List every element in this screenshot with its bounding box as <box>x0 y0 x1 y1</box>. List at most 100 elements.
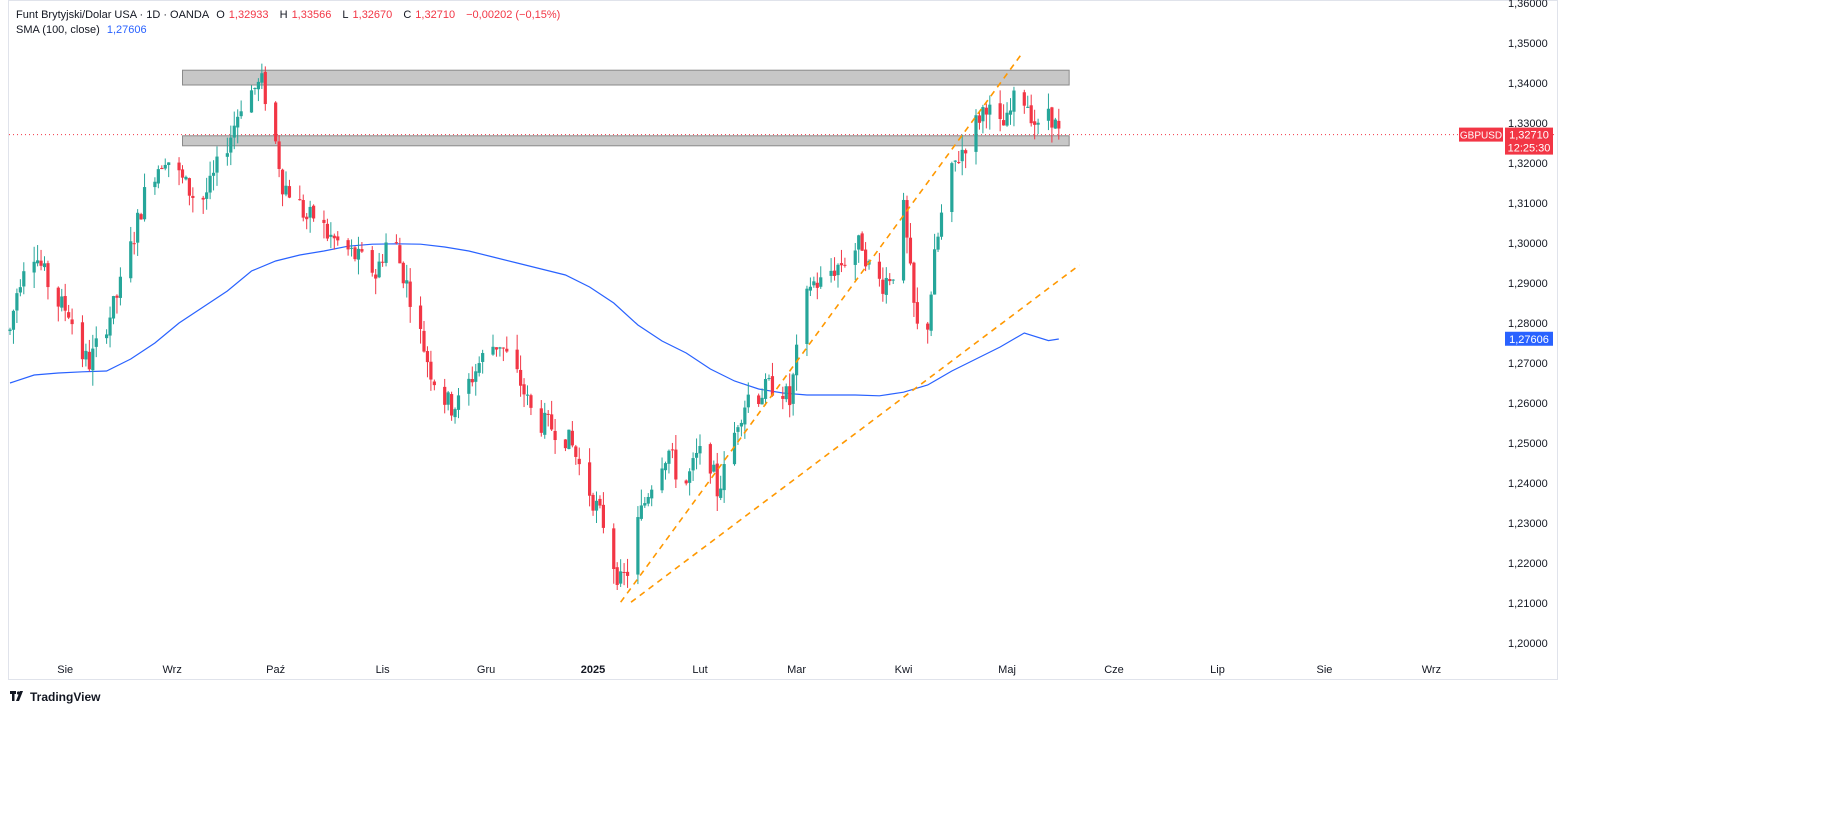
candle-body[interactable] <box>32 261 36 273</box>
candle-body[interactable] <box>857 235 861 250</box>
candle-body[interactable] <box>525 394 530 396</box>
candle-body[interactable] <box>336 236 340 241</box>
candle-body[interactable] <box>619 571 623 584</box>
candle-body[interactable] <box>187 178 191 196</box>
candle-body[interactable] <box>529 395 533 408</box>
candle-body[interactable] <box>698 446 702 454</box>
candle-body[interactable] <box>812 281 816 286</box>
candle-body[interactable] <box>622 571 626 573</box>
candle-body[interactable] <box>1057 120 1061 129</box>
legend-sma[interactable]: SMA (100, close) 1,27606 <box>16 24 151 36</box>
candle-body[interactable] <box>805 288 809 344</box>
candle-body[interactable] <box>974 115 978 152</box>
candle-body[interactable] <box>643 503 647 506</box>
candle-body[interactable] <box>256 81 260 90</box>
candle-body[interactable] <box>505 348 509 352</box>
candle-body[interactable] <box>494 347 499 350</box>
candle-body[interactable] <box>884 277 888 295</box>
candle-body[interactable] <box>67 312 71 318</box>
candle-body[interactable] <box>519 369 523 386</box>
candle-body[interactable] <box>819 277 823 287</box>
candle-body[interactable] <box>470 379 474 383</box>
candle-body[interactable] <box>425 351 430 363</box>
candle-body[interactable] <box>836 264 840 276</box>
candle-body[interactable] <box>522 384 526 395</box>
candle-body[interactable] <box>205 192 209 199</box>
candle-body[interactable] <box>1029 105 1033 124</box>
candle-body[interactable] <box>408 281 412 307</box>
candle-body[interactable] <box>650 489 654 499</box>
candle-body[interactable] <box>546 413 550 415</box>
candle-body[interactable] <box>312 205 316 219</box>
candle-body[interactable] <box>926 323 930 330</box>
resistance-zone[interactable] <box>182 69 1070 86</box>
candle-body[interactable] <box>543 412 547 435</box>
candle-body[interactable] <box>108 317 112 336</box>
candle-body[interactable] <box>760 397 764 405</box>
candle-body[interactable] <box>308 206 312 218</box>
candle-body[interactable] <box>784 386 788 400</box>
candle-body[interactable] <box>1036 122 1040 125</box>
candle-body[interactable] <box>1033 121 1037 125</box>
candle-body[interactable] <box>715 463 719 497</box>
candle-body[interactable] <box>670 449 674 451</box>
candle-body[interactable] <box>815 282 819 288</box>
candle-body[interactable] <box>263 71 267 105</box>
candle-body[interactable] <box>180 169 185 178</box>
candle-body[interactable] <box>588 462 592 496</box>
candle-body[interactable] <box>46 263 50 288</box>
candle-body[interactable] <box>374 274 378 279</box>
candle-body[interactable] <box>429 361 433 380</box>
candle-body[interactable] <box>163 164 167 169</box>
candle-body[interactable] <box>191 195 195 198</box>
candle-body[interactable] <box>360 249 364 252</box>
candle-body[interactable] <box>15 293 19 311</box>
candle-body[interactable] <box>719 488 723 498</box>
candle-body[interactable] <box>936 236 940 250</box>
candle-body[interactable] <box>981 107 985 122</box>
candle-body[interactable] <box>18 287 22 293</box>
candle-body[interactable] <box>1002 120 1006 126</box>
candle-body[interactable] <box>322 219 326 223</box>
candle-body[interactable] <box>239 111 243 117</box>
candle-body[interactable] <box>964 150 968 154</box>
candle-body[interactable] <box>208 175 212 193</box>
candle-body[interactable] <box>788 386 792 406</box>
candle-body[interactable] <box>615 567 619 585</box>
candle-body[interactable] <box>539 408 543 433</box>
candle-body[interactable] <box>381 261 385 263</box>
candle-body[interactable] <box>960 149 964 162</box>
candle-body[interactable] <box>450 394 454 416</box>
candle-body[interactable] <box>877 261 881 279</box>
candle-body[interactable] <box>933 249 937 295</box>
candle-body[interactable] <box>284 185 288 195</box>
candle-body[interactable] <box>832 270 837 276</box>
candle-body[interactable] <box>349 247 354 249</box>
candle-body[interactable] <box>11 310 16 330</box>
candle-body[interactable] <box>277 141 281 169</box>
candle-body[interactable] <box>332 235 336 239</box>
candle-body[interactable] <box>139 214 143 220</box>
candle-body[interactable] <box>1005 112 1009 126</box>
candle-body[interactable] <box>118 276 122 298</box>
candle-body[interactable] <box>111 296 116 319</box>
candle-body[interactable] <box>70 319 74 325</box>
candle-body[interactable] <box>63 296 67 311</box>
candle-body[interactable] <box>860 233 864 251</box>
candle-body[interactable] <box>36 260 40 264</box>
candle-body[interactable] <box>732 432 737 465</box>
candle-body[interactable] <box>757 395 761 405</box>
candle-body[interactable] <box>229 137 233 153</box>
candle-body[interactable] <box>908 237 913 264</box>
candle-body[interactable] <box>401 262 405 284</box>
candle-body[interactable] <box>791 374 795 404</box>
candle-body[interactable] <box>864 249 868 267</box>
candle-body[interactable] <box>674 449 678 480</box>
candle-body[interactable] <box>8 329 12 332</box>
candle-body[interactable] <box>253 87 257 89</box>
candle-body[interactable] <box>280 169 285 195</box>
candle-body[interactable] <box>384 242 388 263</box>
candle-body[interactable] <box>498 347 502 349</box>
candle-body[interactable] <box>274 102 278 142</box>
